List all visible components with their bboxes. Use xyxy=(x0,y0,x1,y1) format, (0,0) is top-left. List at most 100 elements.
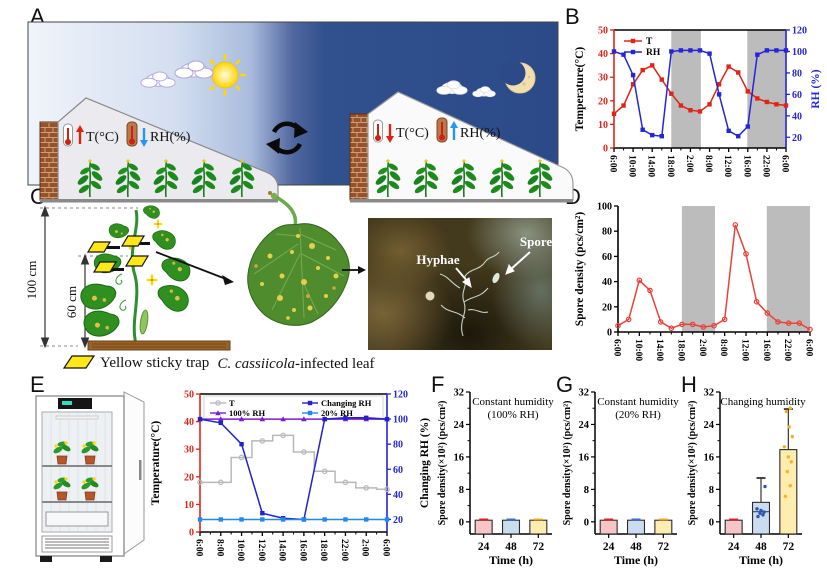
svg-text:14:00: 14:00 xyxy=(277,539,287,561)
svg-text:0: 0 xyxy=(189,528,194,539)
svg-text:24: 24 xyxy=(478,541,490,553)
svg-text:120: 120 xyxy=(393,390,408,401)
svg-text:6:00: 6:00 xyxy=(612,339,622,357)
chart-f-constant-100rh: 0 8 16 24 32 24 48 72 Constant humidity(100% RH)… xyxy=(437,388,554,568)
panel-letter-e: E xyxy=(30,372,45,397)
svg-text:2:00: 2:00 xyxy=(360,539,370,557)
svg-text:10:00: 10:00 xyxy=(235,539,245,561)
chart-h-changing-humidity: 0 8 16 24 32 24 48 72 Changing humidity Time (h) S… xyxy=(687,388,806,568)
up-arrow-icon xyxy=(76,125,84,144)
svg-text:32: 32 xyxy=(454,388,465,399)
svg-text:40: 40 xyxy=(184,417,194,428)
svg-text:20: 20 xyxy=(602,302,612,313)
panel-a-scene: T(°C) RH(%) T(°C) xyxy=(27,21,574,203)
svg-text:6:00: 6:00 xyxy=(608,155,618,173)
svg-text:Constant humidity: Constant humidity xyxy=(597,396,679,408)
arrow-leaf-to-photo xyxy=(342,266,366,274)
microscopy-overlay: Hyphae Spore xyxy=(416,234,552,337)
sun-icon xyxy=(204,54,246,96)
hyphae-arrow xyxy=(455,267,472,289)
svg-text:10: 10 xyxy=(184,500,194,511)
day-temp-label: T(°C) xyxy=(86,130,119,145)
svg-text:48: 48 xyxy=(505,541,517,553)
cycle-arrows-icon xyxy=(266,121,308,155)
svg-text:100: 100 xyxy=(393,415,408,426)
bar-48 xyxy=(626,519,646,535)
svg-text:18:00: 18:00 xyxy=(318,539,328,561)
cucumber-plant xyxy=(77,204,194,345)
svg-text:48: 48 xyxy=(755,541,767,553)
leaf-caption-species: C. cassiicola xyxy=(217,356,295,372)
bar-72 xyxy=(779,449,798,535)
control-display xyxy=(62,401,72,405)
svg-text:6:00: 6:00 xyxy=(194,539,204,557)
chamber-foot xyxy=(40,556,52,562)
yellow-sticky-traps xyxy=(87,235,150,273)
svg-text:60: 60 xyxy=(393,465,403,476)
svg-text:80: 80 xyxy=(792,68,802,79)
panel-letter-h: H xyxy=(681,372,697,397)
svg-text:8:00: 8:00 xyxy=(214,539,224,557)
svg-text:0: 0 xyxy=(709,517,714,528)
door-handle xyxy=(139,460,142,480)
growth-chamber xyxy=(35,391,145,562)
svg-text:20: 20 xyxy=(184,472,194,483)
trap-legend-swatch xyxy=(62,355,96,369)
bar-24 xyxy=(474,519,493,535)
svg-text:RH (%): RH (%) xyxy=(810,69,822,108)
svg-text:40: 40 xyxy=(602,277,612,288)
svg-text:16:00: 16:00 xyxy=(761,339,771,361)
svg-text:60: 60 xyxy=(602,252,612,263)
svg-text:20: 20 xyxy=(393,515,403,526)
panel-letter-f: F xyxy=(431,372,445,397)
bright-particle xyxy=(425,291,435,301)
svg-text:Changing humidity: Changing humidity xyxy=(720,396,806,408)
svg-text:16: 16 xyxy=(454,452,465,463)
spore-arrow xyxy=(505,251,531,275)
svg-text:0: 0 xyxy=(584,517,589,528)
svg-text:100: 100 xyxy=(792,47,807,58)
up-arrow-icon xyxy=(450,121,458,140)
svg-text:72: 72 xyxy=(783,541,795,553)
svg-text:120: 120 xyxy=(792,26,807,37)
night-band xyxy=(681,206,715,332)
svg-text:Spore density(×10²) (pcs/cm²): Spore density(×10²) (pcs/cm²) xyxy=(562,401,573,526)
svg-text:6:00: 6:00 xyxy=(780,155,790,173)
svg-text:72: 72 xyxy=(533,541,545,553)
svg-text:24: 24 xyxy=(704,420,715,431)
svg-text:8: 8 xyxy=(459,485,464,496)
svg-text:72: 72 xyxy=(658,541,670,553)
svg-text:12:00: 12:00 xyxy=(256,539,266,561)
series-Changing RH xyxy=(199,417,388,521)
svg-text:0: 0 xyxy=(607,328,612,339)
ground xyxy=(40,199,278,203)
svg-text:Temperature(°C): Temperature(°C) xyxy=(574,47,586,132)
series-Spore density xyxy=(617,224,811,331)
chart-b-temperature-rh: 0 10 20 30 40 50 20 40 60 80 100 120 6:00 10:00 14:00 1… xyxy=(574,26,822,178)
svg-text:Spore density(×10²) (pcs/cm²): Spore density(×10²) (pcs/cm²) xyxy=(687,401,698,526)
svg-text:30: 30 xyxy=(598,73,608,84)
svg-text:Temperature(°C): Temperature(°C) xyxy=(150,421,162,506)
thermometer-icon xyxy=(62,123,74,147)
svg-text:80: 80 xyxy=(602,227,612,238)
svg-text:48: 48 xyxy=(630,541,642,553)
thermometer-icon xyxy=(436,117,448,143)
svg-text:18:00: 18:00 xyxy=(676,339,686,361)
svg-text:18:00: 18:00 xyxy=(665,155,675,177)
hyphae-label: Hyphae xyxy=(416,252,460,267)
panel-c-illustration: 100 cm 60 cm xyxy=(24,191,375,372)
svg-text:Spore density (pcs/cm²): Spore density (pcs/cm²) xyxy=(574,212,586,327)
svg-text:Time (h): Time (h) xyxy=(739,553,783,567)
svg-text:12:00: 12:00 xyxy=(740,339,750,361)
bar-48 xyxy=(501,519,521,535)
down-arrow-icon xyxy=(386,124,394,143)
svg-text:14:00: 14:00 xyxy=(654,339,664,361)
night-rh-label: RH(%) xyxy=(460,126,501,141)
svg-text:22:00: 22:00 xyxy=(339,539,349,561)
svg-text:22:00: 22:00 xyxy=(760,155,770,177)
soil-bed xyxy=(87,340,231,351)
svg-text:8: 8 xyxy=(584,485,589,496)
svg-text:60: 60 xyxy=(792,90,802,101)
day-conditions: T(°C) RH(%) xyxy=(62,121,191,147)
